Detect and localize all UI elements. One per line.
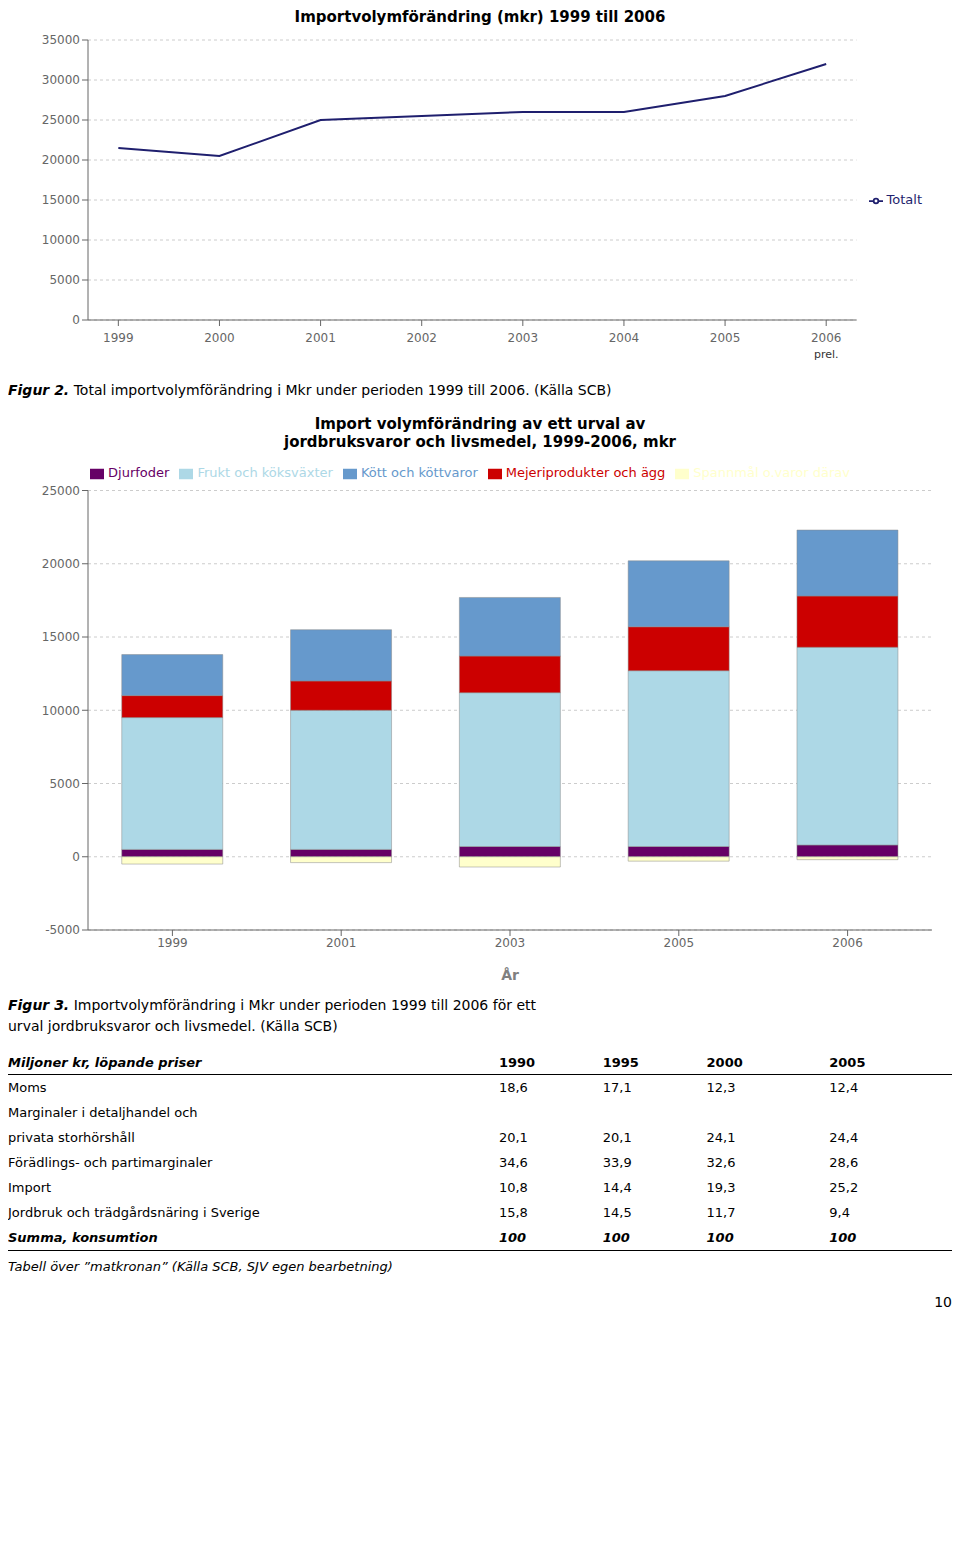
html-text:100: 100: [602, 1230, 630, 1245]
svg-text:1999: 1999: [103, 331, 134, 345]
html-text:1995: 1995: [602, 1055, 639, 1070]
svg-text:2006: 2006: [811, 331, 842, 345]
html-text:privata storhörshåll: privata storhörshåll: [8, 1130, 135, 1145]
html-text:19,3: 19,3: [706, 1180, 736, 1195]
html-text:20,1: 20,1: [498, 1130, 528, 1145]
html-text:34,6: 34,6: [498, 1155, 528, 1170]
html-text:18,6: 18,6: [498, 1080, 528, 1095]
svg-text:15000: 15000: [42, 630, 80, 644]
svg-text:2005: 2005: [710, 331, 741, 345]
html-text:Djurfoder: Djurfoder: [108, 465, 170, 480]
svg-text:5000: 5000: [49, 273, 80, 287]
html-text:Jordbruk och trädgårdsnäring i: Jordbruk och trädgårdsnäring i Sverige: [8, 1205, 260, 1220]
html-text:1990: 1990: [498, 1055, 536, 1070]
html-text:jordbruksvaror och livsmedel,: jordbruksvaror och livsmedel, 1999-2006,…: [284, 433, 676, 451]
svg-text:2001: 2001: [326, 936, 357, 950]
html-text:24,4: 24,4: [829, 1130, 859, 1145]
svg-text:0: 0: [72, 313, 80, 327]
svg-text:20000: 20000: [42, 153, 80, 167]
html-text:100: 100: [829, 1230, 857, 1245]
svg-text:10000: 10000: [42, 233, 80, 247]
svg-text:2003: 2003: [495, 936, 526, 950]
html-text:11,7: 11,7: [706, 1205, 736, 1220]
html-text:100: 100: [498, 1230, 526, 1245]
html-text:12,4: 12,4: [829, 1080, 859, 1095]
html-text:24,1: 24,1: [706, 1130, 736, 1145]
html-text:Kött och köttvaror: Kött och köttvaror: [360, 465, 478, 480]
html-text:28,6: 28,6: [829, 1155, 859, 1170]
html-text:Förädlings- och partimarginale: Förädlings- och partimarginaler: [8, 1155, 213, 1170]
svg-text:År: År: [501, 967, 519, 983]
svg-text:0: 0: [72, 850, 80, 864]
html-text:Figur 3. Importvolymförändring: Figur 3. Importvolymförändring i Mkr und…: [8, 997, 536, 1013]
svg-text:10000: 10000: [42, 704, 80, 718]
html-text:2000: 2000: [706, 1055, 743, 1070]
html-text:Import: Import: [8, 1180, 52, 1195]
html-text:Summa, konsumtion: Summa, konsumtion: [8, 1230, 158, 1245]
svg-text:prel.: prel.: [814, 348, 839, 361]
svg-text:2004: 2004: [609, 331, 640, 345]
svg-text:20000: 20000: [42, 557, 80, 571]
svg-text:2000: 2000: [204, 331, 235, 345]
svg-text:30000: 30000: [42, 73, 80, 87]
html-text:32,6: 32,6: [706, 1155, 736, 1170]
html-text:Spannmål o.varor därav: Spannmål o.varor därav: [693, 465, 850, 480]
svg-text:1999: 1999: [157, 936, 188, 950]
svg-text:2001: 2001: [305, 331, 336, 345]
html-text:14,4: 14,4: [602, 1180, 632, 1195]
html-text:2005: 2005: [829, 1055, 866, 1070]
svg-text:2003: 2003: [508, 331, 539, 345]
html-text:Totalt: Totalt: [886, 192, 922, 208]
html-text:Moms: Moms: [8, 1080, 47, 1095]
html-text:Figur 2. Total importvolymförä: Figur 2. Total importvolymförändring i M…: [8, 382, 612, 398]
html-text:14,5: 14,5: [602, 1205, 632, 1220]
html-text:33,9: 33,9: [602, 1155, 632, 1170]
html-text:10,8: 10,8: [498, 1180, 528, 1195]
html-text:12,3: 12,3: [706, 1080, 736, 1095]
svg-text:25000: 25000: [42, 113, 80, 127]
svg-text:5000: 5000: [49, 777, 80, 791]
svg-text:2005: 2005: [664, 936, 695, 950]
html-text:Mejeriprodukter och ägg: Mejeriprodukter och ägg: [505, 465, 666, 480]
html-text:Marginaler i detaljhandel och: Marginaler i detaljhandel och: [8, 1105, 198, 1120]
html-text:Import volymförändring av ett: Import volymförändring av ett urval av: [314, 415, 646, 433]
html-text:urval jordbruksvaror och livsm: urval jordbruksvaror och livsmedel. (Käl…: [8, 1018, 338, 1034]
html-text:Frukt och köksväxter: Frukt och köksväxter: [197, 465, 333, 480]
html-text:25,2: 25,2: [829, 1180, 859, 1195]
svg-text:35000: 35000: [42, 33, 80, 47]
svg-text:25000: 25000: [42, 484, 80, 498]
html-text:20,1: 20,1: [602, 1130, 632, 1145]
html-text:17,1: 17,1: [602, 1080, 632, 1095]
html-text:100: 100: [706, 1230, 734, 1245]
html-text:10: 10: [934, 1294, 952, 1310]
svg-text:2002: 2002: [406, 331, 437, 345]
html-text:15,8: 15,8: [498, 1205, 528, 1220]
html-text:Importvolymförändring (mkr) 19: Importvolymförändring (mkr) 1999 till 20…: [294, 8, 666, 26]
html-text:Miljoner kr, löpande priser: Miljoner kr, löpande priser: [8, 1055, 202, 1070]
html-text:9,4: 9,4: [829, 1205, 850, 1220]
svg-text:15000: 15000: [42, 193, 80, 207]
svg-text:-5000: -5000: [45, 923, 80, 937]
html-text:Tabell över ”matkronan” (Källa: Tabell över ”matkronan” (Källa SCB, SJV …: [8, 1259, 393, 1274]
svg-text:2006: 2006: [832, 936, 863, 950]
